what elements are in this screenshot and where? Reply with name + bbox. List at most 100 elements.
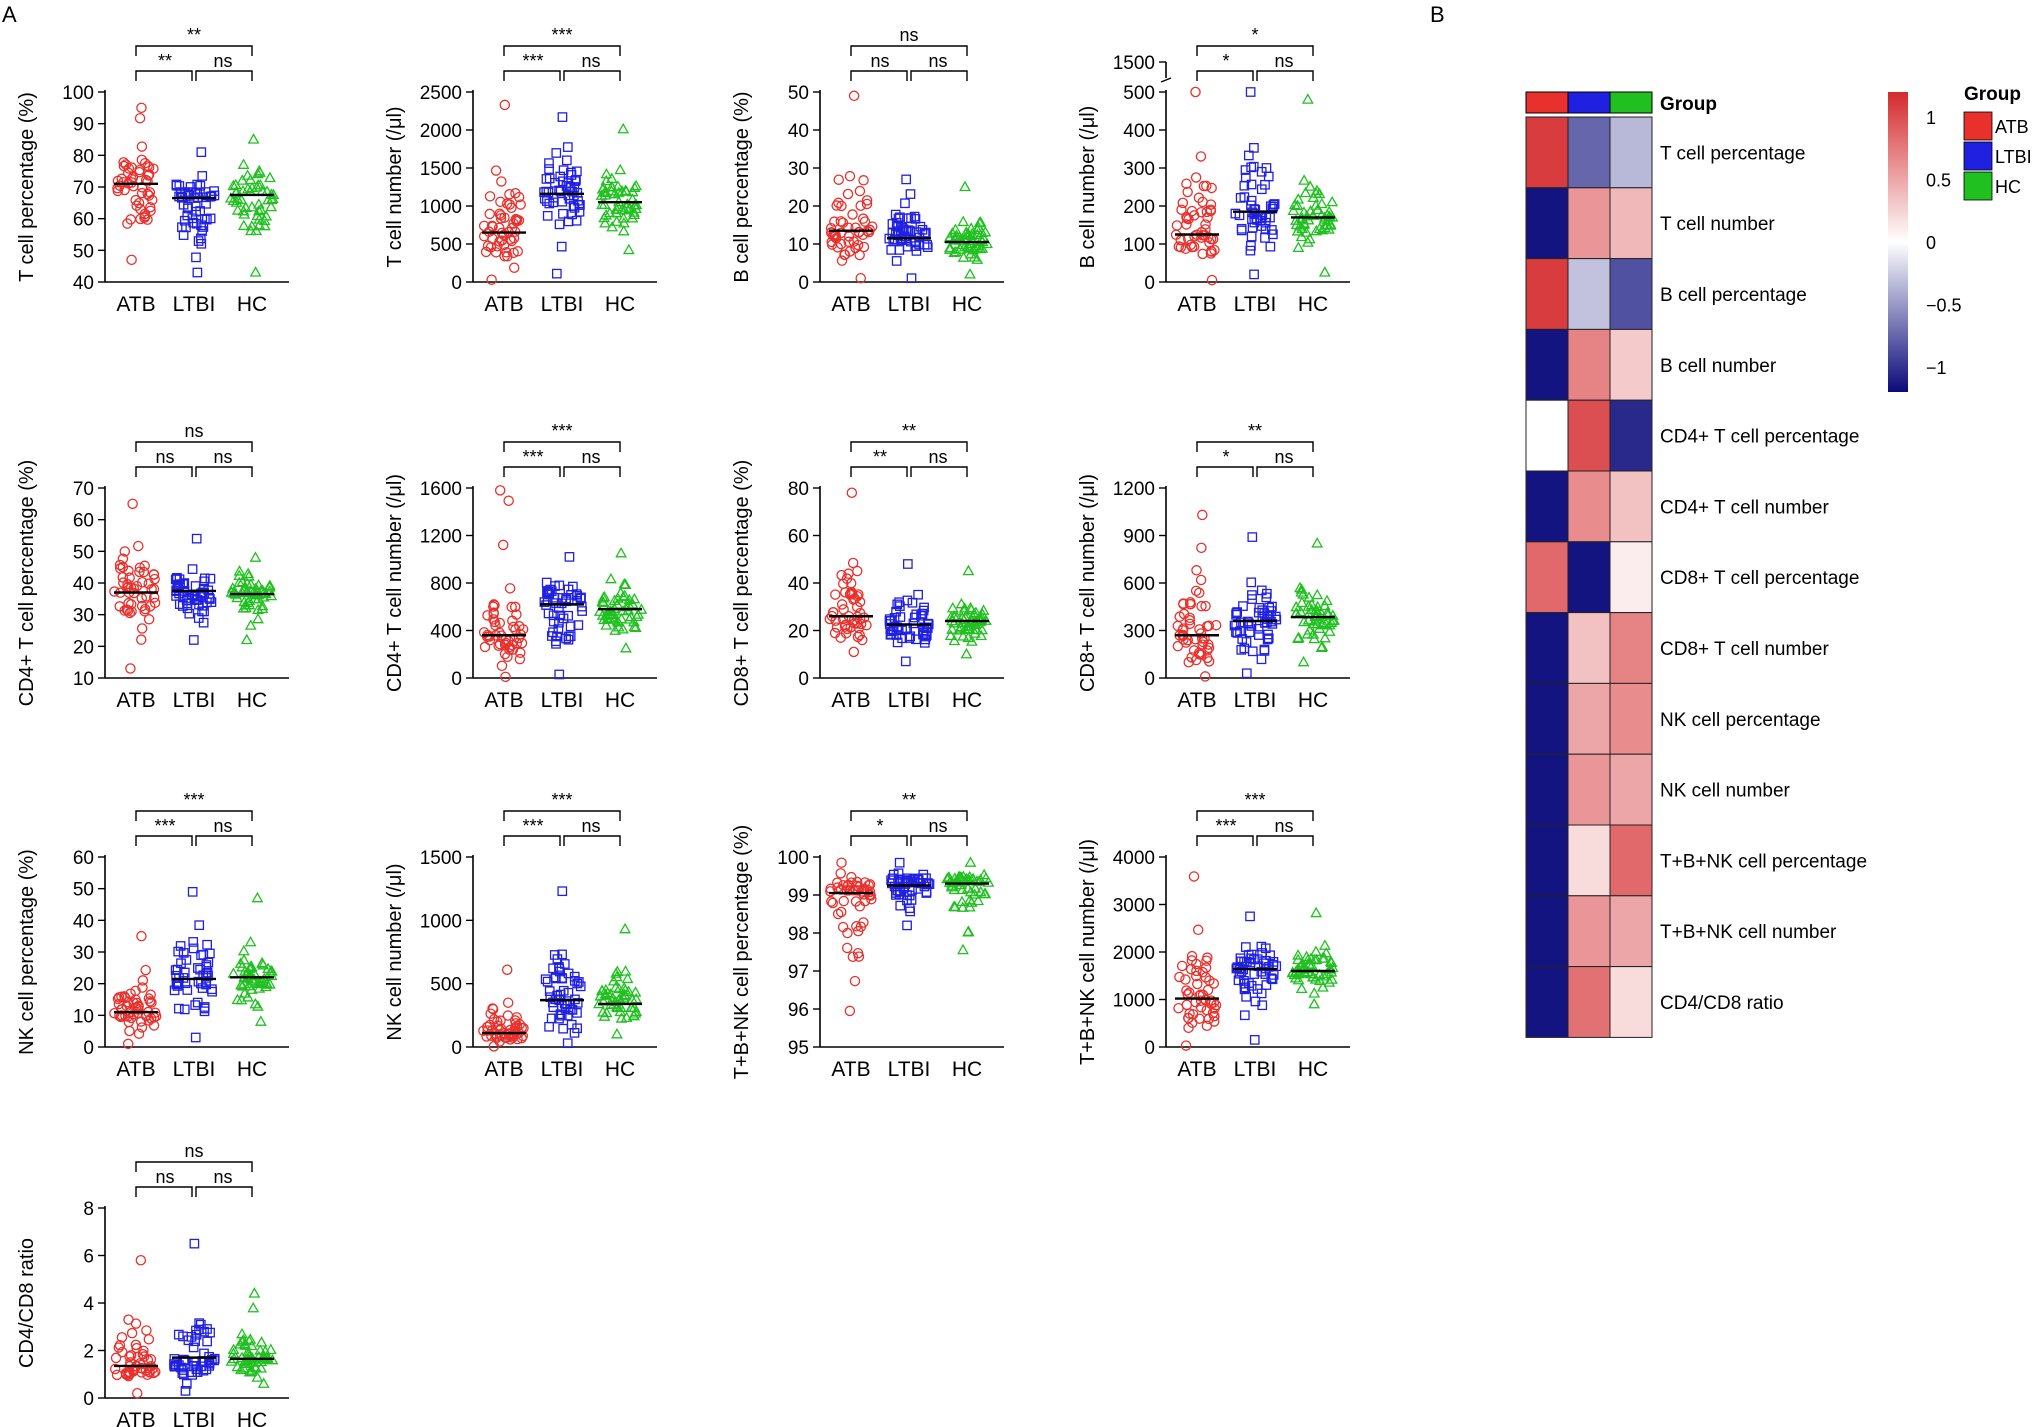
heatmap-row-label: CD8+ T cell percentage	[1660, 568, 1859, 589]
significance-label: ***	[154, 816, 175, 836]
data-point-atb	[493, 640, 504, 652]
data-point-hc	[1292, 973, 1305, 985]
significance-label: ns	[184, 421, 203, 441]
heatmap-cell	[1609, 966, 1653, 1038]
data-point-ltbi	[561, 155, 572, 166]
x-tick-label: ATB	[116, 1409, 155, 1427]
data-point-hc	[599, 983, 612, 995]
data-point-hc	[594, 990, 607, 1001]
x-tick-label: ATB	[484, 293, 523, 316]
data-point-ltbi	[171, 180, 182, 191]
y-tick-label: 8	[83, 1199, 94, 1220]
data-point-ltbi	[187, 886, 198, 897]
data-point-atb	[1180, 1040, 1192, 1051]
data-point-ltbi	[569, 971, 580, 982]
data-point-hc	[253, 164, 266, 176]
data-point-atb	[826, 896, 837, 907]
x-tick-label: LTBI	[173, 1409, 216, 1427]
y-tick-label: 4	[83, 1294, 94, 1315]
data-point-atb	[135, 1357, 146, 1369]
data-point-hc	[948, 609, 960, 621]
y-tick-label: 70	[73, 178, 94, 199]
data-point-ltbi	[194, 920, 205, 931]
data-point-ltbi	[555, 171, 566, 182]
data-point-ltbi	[572, 166, 582, 177]
y-tick-label: 40	[73, 574, 94, 595]
data-point-atb	[1181, 211, 1192, 223]
data-point-hc	[1313, 604, 1326, 616]
data-point-hc	[247, 133, 260, 144]
significance-label: ns	[213, 447, 232, 467]
data-point-ltbi	[564, 552, 575, 562]
data-point-ltbi	[901, 174, 912, 185]
data-point-atb	[842, 188, 854, 200]
x-tick-label: ATB	[1177, 689, 1216, 712]
data-point-hc	[957, 630, 970, 641]
x-tick-label: ATB	[831, 293, 870, 316]
data-point-atb	[853, 951, 865, 962]
data-point-hc	[621, 198, 634, 209]
data-point-atb	[1191, 654, 1202, 666]
data-point-ltbi	[191, 533, 202, 544]
data-point-hc	[253, 213, 266, 224]
data-point-ltbi	[202, 939, 212, 950]
data-point-atb	[1192, 978, 1203, 990]
data-point-ltbi	[567, 1005, 578, 1015]
data-point-atb	[1183, 657, 1194, 668]
data-point-atb	[853, 589, 864, 600]
data-point-ltbi	[190, 1000, 201, 1010]
heatmap-cell	[1525, 470, 1569, 543]
data-point-ltbi	[894, 245, 905, 255]
data-point-hc	[962, 564, 975, 576]
data-point-ltbi	[902, 559, 913, 569]
data-point-ltbi	[910, 236, 921, 246]
bracket-atb-ltbi	[850, 835, 908, 846]
data-point-atb	[1206, 246, 1217, 257]
data-point-ltbi	[541, 174, 552, 184]
y-tick-label: 97	[788, 962, 809, 983]
data-point-atb	[858, 889, 870, 900]
y-tick-label: 2000	[1113, 943, 1155, 964]
data-point-atb	[848, 646, 860, 658]
y-tick-label: 1200	[1113, 479, 1155, 500]
data-point-hc	[944, 629, 957, 640]
data-point-hc	[1301, 236, 1314, 247]
data-point-hc	[966, 234, 978, 246]
data-point-hc	[1326, 609, 1339, 620]
data-point-hc	[242, 991, 254, 1002]
bracket-atb-hc	[1196, 45, 1314, 56]
data-point-hc	[956, 895, 968, 907]
data-point-hc	[242, 182, 254, 194]
data-point-hc	[962, 631, 975, 643]
data-point-ltbi	[1256, 988, 1267, 999]
heatmap-group-header: Group	[1660, 94, 1717, 115]
data-point-atb	[858, 917, 869, 928]
data-point-hc	[1313, 968, 1326, 980]
heatmap-cell	[1567, 328, 1611, 401]
data-point-hc	[597, 1006, 609, 1017]
heatmap-row-label: T+B+NK cell percentage	[1660, 851, 1867, 872]
plot-nk_num: 0 500 1000 1500 ATB LTBI HC NK cell number (/μl…	[384, 790, 657, 1081]
y-tick-label: 0	[798, 273, 809, 294]
data-point-ltbi	[918, 629, 928, 640]
data-point-ltbi	[551, 148, 562, 158]
significance-label: ns	[184, 1141, 203, 1161]
data-point-ltbi	[887, 626, 897, 637]
data-point-atb	[1188, 645, 1200, 656]
bracket-atb-ltbi	[1196, 835, 1254, 846]
heatmap-row-label: T+B+NK cell number	[1660, 922, 1837, 943]
data-point-hc	[1292, 241, 1305, 253]
data-point-atb	[511, 638, 523, 649]
data-point-hc	[1316, 640, 1329, 652]
data-point-atb	[838, 895, 850, 907]
data-point-ltbi	[196, 950, 206, 961]
data-point-hc	[973, 216, 986, 228]
bracket-ltbi-hc	[563, 70, 621, 81]
data-point-hc	[1292, 632, 1304, 643]
data-point-atb	[863, 227, 875, 238]
data-point-hc	[248, 1287, 261, 1298]
data-point-atb	[861, 198, 873, 210]
plot-tbnk_num: 0 1000 2000 3000 4000 ATB LTBI HC T+B+NK cell nu…	[1077, 790, 1350, 1081]
data-point-ltbi	[544, 1021, 554, 1032]
